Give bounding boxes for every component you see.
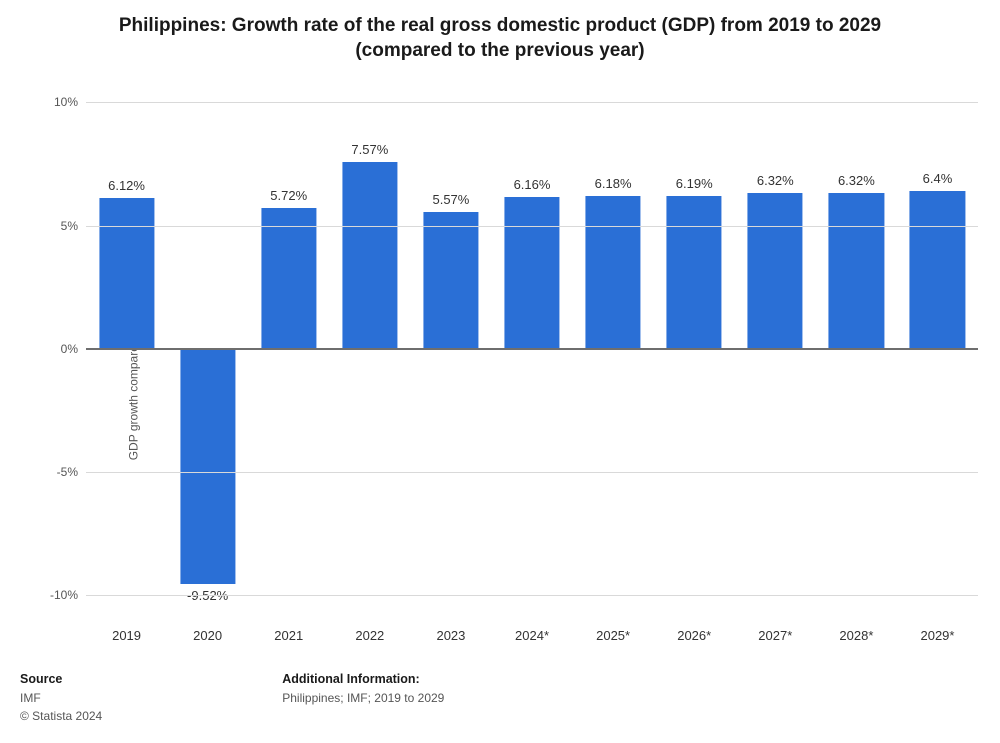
bar	[423, 212, 478, 349]
bar-slot: 6.12%2019	[86, 90, 167, 620]
bar	[261, 208, 316, 349]
x-tick-label: 2024*	[515, 628, 549, 643]
plot-area: 6.12%2019-9.52%20205.72%20217.57%20225.5…	[86, 90, 978, 620]
chart-title: Philippines: Growth rate of the real gro…	[0, 0, 1000, 63]
chart-area: GDP growth compared to previous year 6.1…	[86, 90, 978, 620]
bar-slot: 6.19%2026*	[654, 90, 735, 620]
bar-value-label: 6.32%	[838, 173, 875, 188]
x-tick-label: 2029*	[920, 628, 954, 643]
bar-slot: -9.52%2020	[167, 90, 248, 620]
x-tick-label: 2023	[436, 628, 465, 643]
bar	[342, 162, 397, 349]
x-tick-label: 2020	[193, 628, 222, 643]
bar-value-label: 6.32%	[757, 173, 794, 188]
additional-text: Philippines; IMF; 2019 to 2029	[282, 691, 444, 705]
bar	[99, 198, 154, 349]
bar-slot: 6.32%2027*	[735, 90, 816, 620]
x-tick-label: 2026*	[677, 628, 711, 643]
x-tick-label: 2019	[112, 628, 141, 643]
bar	[667, 196, 722, 349]
gridline	[86, 102, 978, 103]
bar	[504, 197, 559, 349]
bar	[180, 349, 235, 584]
bar-value-label: 7.57%	[351, 142, 388, 157]
chart-footer: Source IMF © Statista 2024 Additional In…	[20, 670, 444, 725]
bar-value-label: 6.19%	[676, 176, 713, 191]
x-tick-label: 2022	[355, 628, 384, 643]
bar	[829, 193, 884, 349]
gridline	[86, 226, 978, 227]
bar-value-label: 5.57%	[432, 192, 469, 207]
bar-slot: 6.18%2025*	[573, 90, 654, 620]
bars-container: 6.12%2019-9.52%20205.72%20217.57%20225.5…	[86, 90, 978, 620]
x-tick-label: 2028*	[839, 628, 873, 643]
additional-heading: Additional Information:	[282, 672, 419, 686]
bar-value-label: 6.12%	[108, 178, 145, 193]
bar-slot: 5.72%2021	[248, 90, 329, 620]
title-line1: Philippines: Growth rate of the real gro…	[119, 15, 881, 36]
gridline	[86, 472, 978, 473]
bar-slot: 6.16%2024*	[491, 90, 572, 620]
y-tick-label: 10%	[54, 95, 78, 109]
bar-value-label: 6.18%	[595, 176, 632, 191]
additional-info-block: Additional Information: Philippines; IMF…	[282, 670, 444, 725]
source-block: Source IMF © Statista 2024	[20, 670, 102, 725]
title-line2: (compared to the previous year)	[355, 40, 644, 61]
y-tick-label: 0%	[61, 342, 78, 356]
y-tick-label: 5%	[61, 219, 78, 233]
bar-slot: 5.57%2023	[410, 90, 491, 620]
bar	[748, 193, 803, 349]
bar-slot: 6.4%2029*	[897, 90, 978, 620]
copyright-text: © Statista 2024	[20, 709, 102, 723]
bar-value-label: 6.4%	[923, 171, 953, 186]
x-tick-label: 2027*	[758, 628, 792, 643]
x-tick-label: 2021	[274, 628, 303, 643]
bar-slot: 6.32%2028*	[816, 90, 897, 620]
x-tick-label: 2025*	[596, 628, 630, 643]
bar-value-label: 6.16%	[514, 177, 551, 192]
bar-slot: 7.57%2022	[329, 90, 410, 620]
source-heading: Source	[20, 672, 62, 686]
bar	[910, 191, 965, 349]
gridline	[86, 595, 978, 596]
y-tick-label: -10%	[50, 588, 78, 602]
bar	[586, 196, 641, 348]
source-text: IMF	[20, 691, 41, 705]
bar-value-label: 5.72%	[270, 188, 307, 203]
y-tick-label: -5%	[57, 465, 78, 479]
zero-line	[86, 348, 978, 350]
